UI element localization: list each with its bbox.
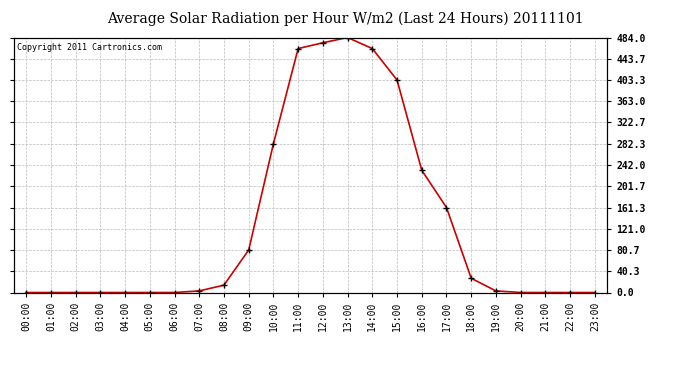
Text: Average Solar Radiation per Hour W/m2 (Last 24 Hours) 20111101: Average Solar Radiation per Hour W/m2 (L… <box>107 11 583 26</box>
Text: Copyright 2011 Cartronics.com: Copyright 2011 Cartronics.com <box>17 43 161 52</box>
